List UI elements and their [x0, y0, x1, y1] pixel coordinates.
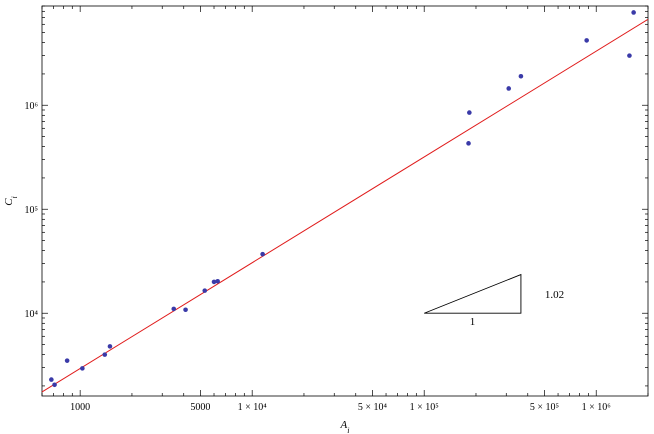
y-tick-label: 10⁶ [25, 101, 39, 112]
data-point [506, 86, 512, 91]
data-point [49, 377, 54, 382]
fit-line [41, 18, 649, 393]
x-tick-label: 1 × 10⁴ [238, 402, 268, 413]
data-point [211, 279, 217, 285]
x-tick-label: 1000 [70, 402, 90, 413]
data-point [102, 352, 108, 357]
ticks-layer: 1000 5000 1 × 10⁴ 5 × 10⁴ 1 × 10⁵ 5 × 10⁵ 1 × … [25, 5, 649, 413]
x-tick-label: 1 × 10⁵ [410, 402, 439, 413]
y-tick-label: 10⁴ [25, 309, 39, 320]
data-point [80, 366, 85, 371]
slope-triangle: 11.02 [424, 273, 564, 328]
data-point [64, 358, 70, 363]
data-point [107, 344, 113, 349]
data-point [260, 251, 265, 257]
data-point [627, 53, 632, 58]
data-point [466, 141, 471, 146]
data-point [52, 382, 57, 388]
data-point [631, 10, 636, 15]
points-layer [49, 10, 636, 388]
x-tick-label: 1 × 10⁶ [582, 402, 612, 413]
y-axis-title: Ci [3, 196, 19, 206]
slope-triangle-shape [424, 273, 522, 314]
plot-frame [41, 5, 649, 397]
y-tick-label: 10⁵ [25, 205, 39, 216]
data-point [183, 307, 188, 313]
data-point [215, 278, 220, 284]
x-axis-title: Ai [340, 419, 350, 434]
slope-rise-label: 1.02 [545, 289, 564, 301]
data-point [467, 110, 472, 115]
data-point [202, 288, 208, 293]
data-point [171, 306, 177, 312]
slope-run-label: 1 [470, 316, 476, 328]
data-point [518, 73, 524, 79]
x-tick-label: 5000 [190, 402, 210, 413]
fit-layer [41, 18, 649, 393]
x-tick-label: 5 × 10⁴ [358, 402, 388, 413]
data-point [584, 38, 589, 43]
x-tick-label: 5 × 10⁵ [530, 402, 559, 413]
